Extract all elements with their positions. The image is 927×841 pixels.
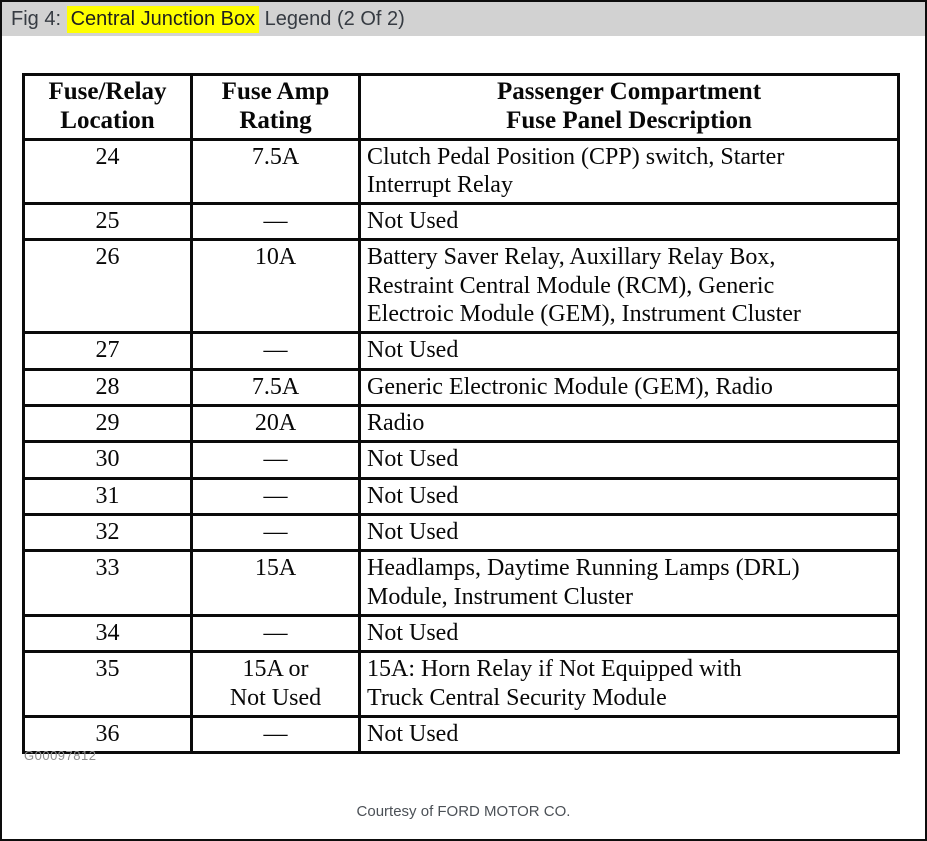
cell-location: 33 — [22, 549, 193, 617]
fuse-legend-table: Fuse/Relay Location Fuse Amp Rating Pass… — [22, 73, 900, 755]
cell-description: Headlamps, Daytime Running Lamps (DRL) M… — [358, 549, 900, 617]
cell-location: 27 — [22, 331, 193, 371]
cell-location: 30 — [22, 440, 193, 480]
figure-id: G00097812 — [24, 748, 97, 763]
table-row: 36 — Not Used — [22, 714, 900, 755]
courtesy-note: Courtesy of FORD MOTOR CO. — [356, 803, 571, 820]
cell-rating: — — [190, 512, 361, 553]
cell-location: 29 — [22, 403, 193, 444]
caption-highlight: Central Junction Box — [66, 5, 260, 33]
cell-description: Not Used — [358, 512, 900, 553]
cell-description: Battery Saver Relay, Auxillary Relay Box… — [358, 238, 900, 335]
cell-location: 36 — [22, 714, 193, 755]
cell-description: Generic Electronic Module (GEM), Radio — [358, 367, 900, 408]
table-row: 35 15A or Not Used 15A: Horn Relay if No… — [22, 650, 900, 718]
cell-rating: — — [190, 613, 361, 654]
cell-rating: 20A — [190, 403, 361, 444]
cell-rating: — — [190, 476, 361, 516]
cell-rating: 15A or Not Used — [190, 650, 361, 718]
table-row: 25 — Not Used — [22, 202, 900, 242]
table-row: 33 15A Headlamps, Daytime Running Lamps … — [22, 549, 900, 617]
table-row: 34 — Not Used — [22, 613, 900, 654]
table-header-row: Fuse/Relay Location Fuse Amp Rating Pass… — [22, 73, 900, 141]
figure-caption-bar: Fig 4: Central Junction Box Legend (2 Of… — [2, 2, 925, 36]
cell-description: 15A: Horn Relay if Not Equipped with Tru… — [358, 650, 900, 718]
cell-description: Not Used — [358, 331, 900, 371]
cell-description: Not Used — [358, 202, 900, 242]
table-row: 30 — Not Used — [22, 440, 900, 480]
cell-location: 31 — [22, 476, 193, 516]
cell-location: 26 — [22, 238, 193, 335]
cell-rating: — — [190, 714, 361, 755]
table-row: 29 20A Radio — [22, 403, 900, 444]
cell-rating: 10A — [190, 238, 361, 335]
cell-rating: — — [190, 202, 361, 242]
table-row: 32 — Not Used — [22, 512, 900, 553]
caption-prefix: Fig 4: — [11, 7, 67, 30]
header-fuse-panel-description: Passenger Compartment Fuse Panel Descrip… — [358, 73, 900, 141]
cell-location: 25 — [22, 202, 193, 242]
header-fuse-relay-location: Fuse/Relay Location — [22, 73, 193, 141]
header-fuse-amp-rating: Fuse Amp Rating — [190, 73, 361, 141]
cell-description: Not Used — [358, 714, 900, 755]
cell-location: 32 — [22, 512, 193, 553]
table-row: 26 10A Battery Saver Relay, Auxillary Re… — [22, 238, 900, 335]
table-row: 28 7.5A Generic Electronic Module (GEM),… — [22, 367, 900, 408]
cell-location: 24 — [22, 137, 193, 206]
cell-location: 35 — [22, 650, 193, 718]
table-row: 24 7.5A Clutch Pedal Position (CPP) swit… — [22, 137, 900, 206]
cell-description: Radio — [358, 403, 900, 444]
cell-rating: — — [190, 440, 361, 480]
table-row: 31 — Not Used — [22, 476, 900, 516]
cell-rating: 7.5A — [190, 137, 361, 206]
cell-location: 34 — [22, 613, 193, 654]
cell-description: Clutch Pedal Position (CPP) switch, Star… — [358, 137, 900, 206]
cell-description: Not Used — [358, 613, 900, 654]
cell-rating: 15A — [190, 549, 361, 617]
caption-suffix: Legend (2 Of 2) — [259, 7, 405, 30]
cell-rating: 7.5A — [190, 367, 361, 408]
cell-rating: — — [190, 331, 361, 371]
cell-description: Not Used — [358, 440, 900, 480]
table-row: 27 — Not Used — [22, 331, 900, 371]
cell-description: Not Used — [358, 476, 900, 516]
cell-location: 28 — [22, 367, 193, 408]
